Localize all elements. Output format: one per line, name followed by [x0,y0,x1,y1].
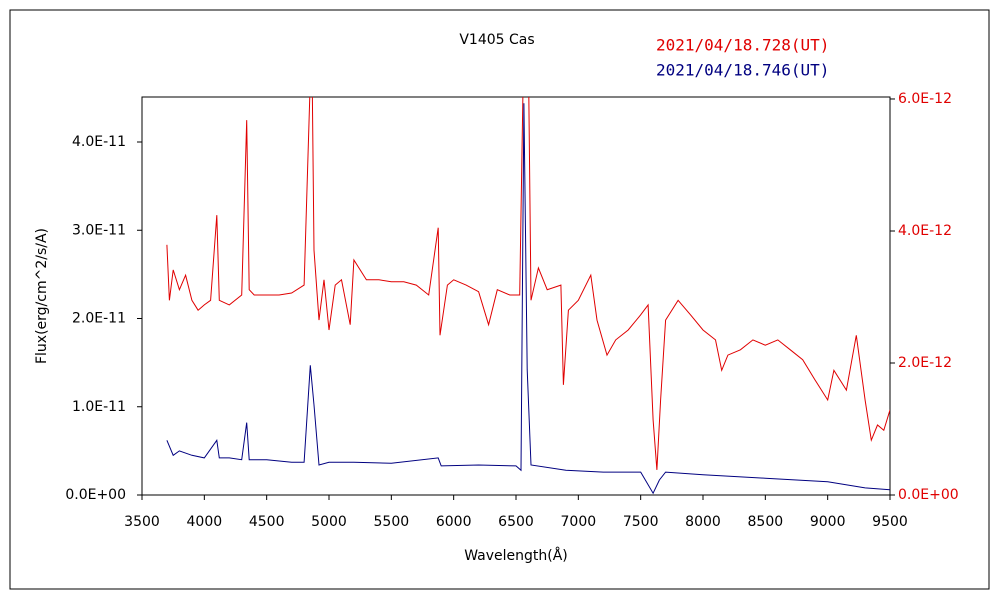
spectrum-line [166,97,890,470]
chart-title: V1405 Cas [459,32,534,48]
y-tick-label: 1.0E-11 [72,399,126,415]
x-tick-label: 4000 [187,514,223,530]
legend-entry: 2021/04/18.746(UT) [656,61,829,80]
x-tick-label: 8000 [685,514,721,530]
y2-tick-label: 0.0E+00 [898,487,959,503]
x-tick-label: 8500 [748,514,784,530]
x-tick-label: 6000 [436,514,472,530]
x-tick-label: 5500 [374,514,410,530]
x-tick-label: 7000 [561,514,597,530]
x-tick-label: 4500 [249,514,285,530]
y-tick-label: 2.0E-11 [72,311,126,327]
x-tick-label: 5000 [311,514,347,530]
x-tick-label: 3500 [124,514,160,530]
y-axis-label: Flux(erg/cm^2/s/A) [34,228,50,364]
y-tick-label: 3.0E-11 [72,222,126,238]
y2-tick-label: 2.0E-12 [898,355,952,371]
x-axis-label: Wavelength(Å) [464,547,568,564]
y-tick-label: 4.0E-11 [72,134,126,150]
y2-tick-label: 6.0E-12 [898,91,952,107]
y2-tick-label: 4.0E-12 [898,223,952,239]
y-tick-label: 0.0E+00 [65,487,126,503]
legend-entry: 2021/04/18.728(UT) [656,36,829,55]
x-tick-label: 6500 [498,514,534,530]
spectrum-line [166,103,890,495]
x-tick-label: 7500 [623,514,659,530]
frame [9,9,990,590]
x-tick-label: 9000 [810,514,846,530]
x-tick-label: 9500 [872,514,908,530]
plot-frame [141,96,891,496]
